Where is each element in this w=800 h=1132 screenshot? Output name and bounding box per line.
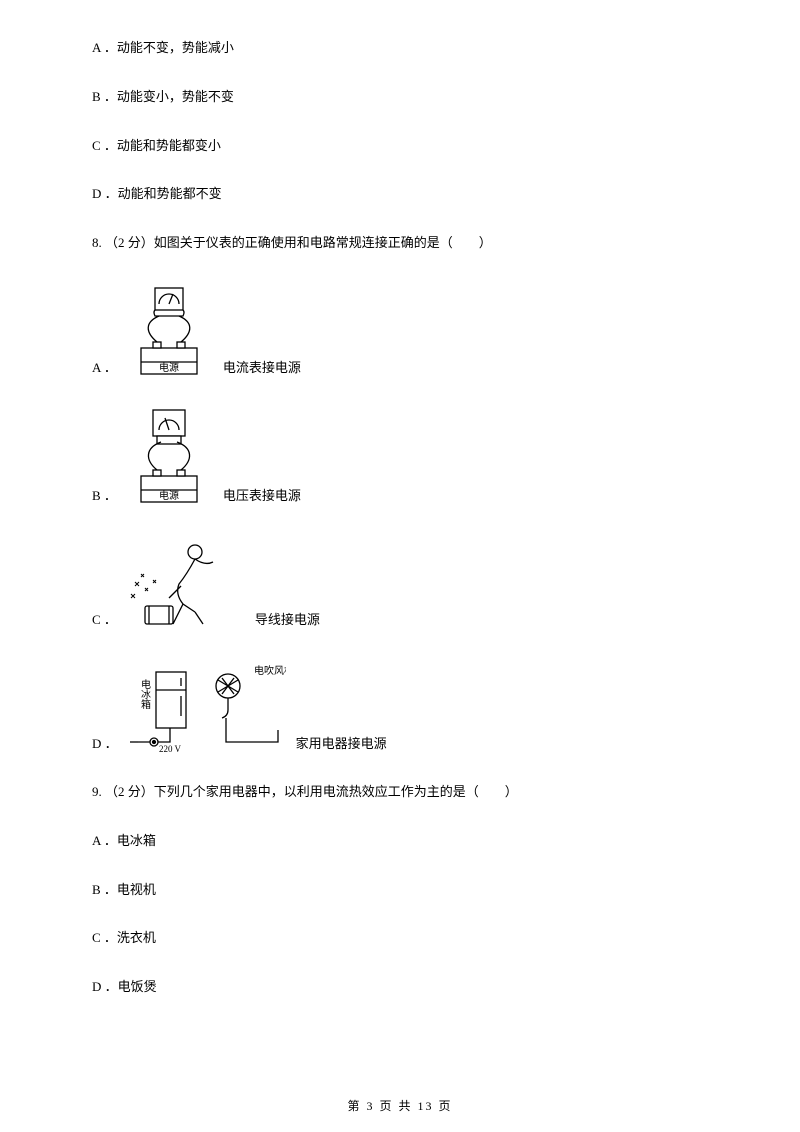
q8-option-b: B ． 电源 电压表接电源 bbox=[92, 406, 708, 506]
q9-option-d: D ．电饭煲 bbox=[92, 977, 708, 998]
q9-optC-text: C ．洗衣机 bbox=[92, 930, 156, 945]
q8-optD-desc: 家用电器接电源 bbox=[296, 733, 387, 754]
q9-optB-text: B ．电视机 bbox=[92, 882, 156, 897]
q7-optB-text: B ．动能变小，势能不变 bbox=[92, 89, 234, 104]
voltmeter-battery-icon: 电源 bbox=[125, 406, 213, 506]
figD-voltage: 220 V bbox=[159, 744, 182, 754]
q8-stem-text: 8. （2 分）如图关于仪表的正确使用和电路常规连接正确的是（ ） bbox=[92, 235, 492, 250]
q8-optB-letter: B ． bbox=[92, 485, 117, 506]
q7-optA-text: A ．动能不变，势能减小 bbox=[92, 40, 234, 55]
shock-cartoon-icon bbox=[125, 534, 245, 630]
q8-figD: 电冰箱 电吹风机 220 V bbox=[126, 658, 286, 754]
q8-optA-letter: A ． bbox=[92, 357, 117, 378]
q9-stem: 9. （2 分）下列几个家用电器中，以利用电流热效应工作为主的是（ ） bbox=[92, 782, 708, 803]
q8-option-c: C ． bbox=[92, 534, 708, 630]
q8-figC bbox=[125, 534, 245, 630]
q7-option-a: A ．动能不变，势能减小 bbox=[92, 38, 708, 59]
q8-option-a: A ． 电源 电流表接电源 bbox=[92, 282, 708, 378]
q8-figB: 电源 bbox=[125, 406, 213, 506]
figA-label: 电源 bbox=[159, 361, 179, 374]
q7-optD-text: D ．动能和势能都不变 bbox=[92, 186, 222, 201]
q8-figA: 电源 bbox=[125, 282, 213, 378]
q8-optD-letter: D ． bbox=[92, 733, 118, 754]
q7-optC-text: C ．动能和势能都变小 bbox=[92, 138, 221, 153]
q8-optB-desc: 电压表接电源 bbox=[223, 485, 301, 506]
q8-optA-desc: 电流表接电源 bbox=[223, 357, 301, 378]
q8-optC-letter: C ． bbox=[92, 609, 117, 630]
page-number: 第 3 页 共 13 页 bbox=[347, 1099, 452, 1113]
q8-stem: 8. （2 分）如图关于仪表的正确使用和电路常规连接正确的是（ ） bbox=[92, 233, 708, 254]
figB-label: 电源 bbox=[159, 489, 179, 502]
figD-left-label: 电冰箱 bbox=[138, 678, 150, 710]
figD-right-label: 电吹风机 bbox=[254, 664, 286, 677]
q9-optA-text: A ．电冰箱 bbox=[92, 833, 156, 848]
appliances-circuit-icon: 电冰箱 电吹风机 220 V bbox=[126, 658, 286, 754]
q9-stem-text: 9. （2 分）下列几个家用电器中，以利用电流热效应工作为主的是（ ） bbox=[92, 784, 518, 799]
q9-optD-text: D ．电饭煲 bbox=[92, 979, 157, 994]
q9-option-b: B ．电视机 bbox=[92, 880, 708, 901]
page-footer: 第 3 页 共 13 页 bbox=[0, 1097, 800, 1114]
q9-option-a: A ．电冰箱 bbox=[92, 831, 708, 852]
q8-option-d: D ． 电冰箱 bbox=[92, 658, 708, 754]
q7-option-c: C ．动能和势能都变小 bbox=[92, 136, 708, 157]
q7-option-d: D ．动能和势能都不变 bbox=[92, 184, 708, 205]
q9-option-c: C ．洗衣机 bbox=[92, 928, 708, 949]
q7-option-b: B ．动能变小，势能不变 bbox=[92, 87, 708, 108]
q8-optC-desc: 导线接电源 bbox=[255, 609, 320, 630]
ammeter-battery-icon: 电源 bbox=[125, 282, 213, 378]
